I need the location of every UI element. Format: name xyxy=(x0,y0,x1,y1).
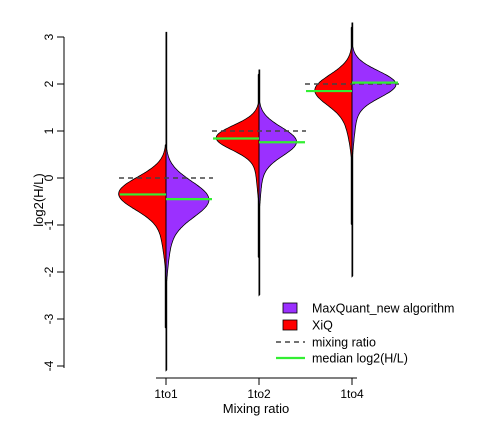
y-tick-label: -3 xyxy=(42,313,56,324)
legend-swatch xyxy=(282,302,298,314)
y-tick-label: 1 xyxy=(42,127,56,134)
legend-label: median log2(H/L) xyxy=(312,352,408,366)
violin-half-xiq xyxy=(215,69,260,296)
y-axis-title: log2(H/L) xyxy=(31,173,46,226)
legend-swatch xyxy=(282,319,298,331)
x-axis-ticks: 1to1 1to2 1to4 xyxy=(154,378,364,401)
violin-half-xiq xyxy=(118,32,167,371)
x-tick-label: 1to4 xyxy=(340,387,364,401)
median-lines xyxy=(120,81,398,201)
violin-half-xiq xyxy=(314,22,353,277)
mixing-ratio-lines xyxy=(119,83,399,179)
legend-label: XiQ xyxy=(312,319,333,333)
legend-label: mixing ratio xyxy=(312,336,376,350)
legend: MaxQuant_new algorithm XiQ mixing ratio med… xyxy=(276,302,454,366)
violins-layer xyxy=(118,22,397,372)
y-tick-label: -4 xyxy=(42,360,56,371)
y-tick-label: 0 xyxy=(42,174,56,181)
y-tick-label: 2 xyxy=(42,80,56,87)
y-axis-ticks: -4 -3 -2 -1 0 1 2 3 xyxy=(42,33,64,371)
y-tick-label: -2 xyxy=(42,266,56,277)
violin-half-maxquant xyxy=(351,22,397,278)
y-tick-label: 3 xyxy=(42,33,56,40)
legend-label: MaxQuant_new algorithm xyxy=(312,302,454,316)
violin-half-maxquant xyxy=(258,69,297,297)
y-tick-label: -1 xyxy=(42,219,56,230)
x-axis-title: Mixing ratio xyxy=(223,401,289,416)
x-tick-label: 1to2 xyxy=(247,387,271,401)
x-tick-label: 1to1 xyxy=(154,387,178,401)
violin-half-maxquant xyxy=(165,31,210,372)
